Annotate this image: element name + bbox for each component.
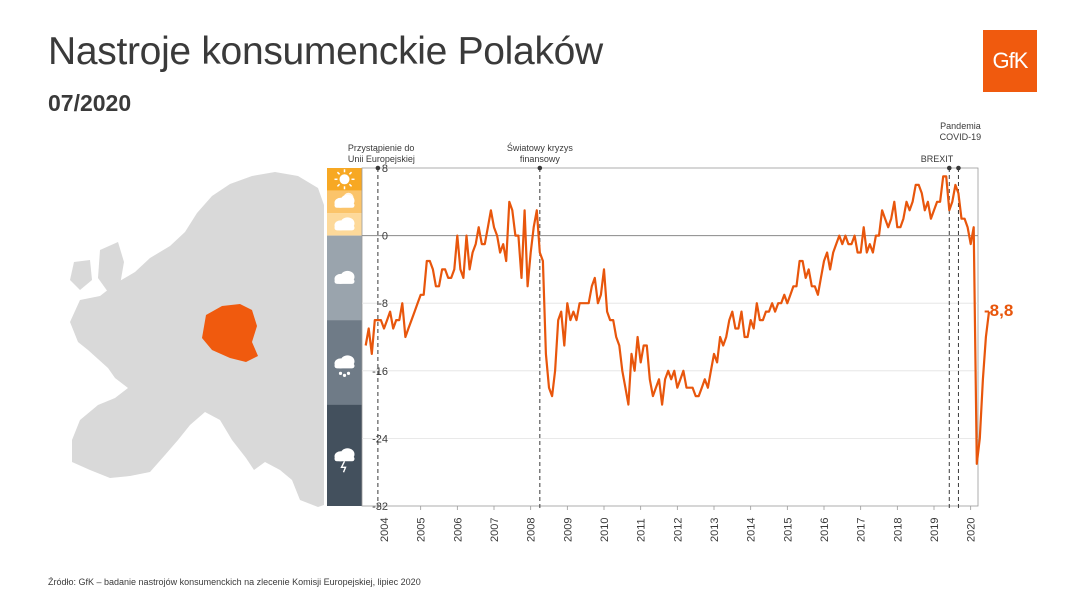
event-dot (537, 165, 543, 171)
event-label: Światowy kryzys (507, 142, 574, 153)
x-tick-label: 2008 (526, 518, 538, 542)
map-europe-landmass (70, 172, 324, 507)
event-dot (946, 165, 952, 171)
x-tick-label: 2014 (746, 518, 758, 542)
event-label: Przystąpienie do (348, 143, 415, 153)
x-axis-ticks: 2004 2005 2006 2007 2008 2009 2010 2011 2012 2013… (379, 506, 978, 542)
end-value-label: -8,8 (984, 301, 1013, 320)
x-tick-label: 2004 (379, 518, 391, 542)
x-tick-label: 2019 (929, 518, 941, 542)
y-tick-label: 8 (382, 163, 388, 175)
x-tick-label: 2009 (562, 518, 574, 542)
y-tick-label: -24 (372, 433, 388, 445)
cloud-icon (334, 270, 355, 284)
gfk-logo: GfK (983, 30, 1037, 92)
sun-icon (334, 169, 355, 190)
event-label: Unii Europejskiej (348, 154, 415, 164)
sun-cloud-icon (334, 192, 355, 208)
plot-frame (361, 167, 979, 507)
europe-map (70, 172, 324, 507)
y-tick-label: 0 (382, 231, 388, 243)
source-note: Źródło: GfK – badanie nastrojów konsumen… (48, 577, 421, 587)
x-tick-label: 2018 (892, 518, 904, 542)
map-scandinavia (200, 205, 262, 286)
x-tick-label: 2006 (452, 518, 464, 542)
event-label: Pandemia (940, 121, 981, 131)
page-title: Nastroje konsumenckie Polaków (48, 30, 603, 73)
x-tick-label: 2010 (599, 518, 611, 542)
x-tick-label: 2013 (709, 518, 721, 542)
event-label: BREXIT (921, 154, 954, 164)
event-label: finansowy (520, 154, 561, 164)
plot-area (361, 167, 979, 507)
x-tick-label: 2017 (856, 518, 868, 542)
event-dot (956, 165, 961, 171)
hail-cloud-icon (334, 355, 355, 377)
series-line-consumer-sentiment (364, 175, 991, 465)
x-tick-label: 2005 (416, 518, 428, 542)
map-british-isles (98, 242, 124, 292)
y-tick-label: -16 (372, 366, 388, 378)
event-label: COVID-19 (940, 132, 982, 142)
storm-cloud-icon (334, 448, 355, 473)
x-tick-label: 2007 (489, 518, 501, 542)
y-axis-ticks: 8 0 -8 -16 -24 -32 (372, 163, 388, 513)
x-tick-label: 2015 (782, 518, 794, 542)
x-tick-label: 2011 (636, 518, 648, 542)
x-tick-label: 2020 (966, 518, 978, 542)
map-ireland (70, 260, 92, 290)
event-dot (375, 165, 381, 171)
page-subtitle: 07/2020 (48, 90, 132, 116)
y-tick-label: -32 (372, 501, 388, 513)
x-tick-label: 2016 (819, 518, 831, 542)
map-poland (202, 304, 258, 362)
cloud-icon (334, 217, 355, 231)
sentiment-scale (327, 168, 362, 506)
y-tick-label: -8 (378, 298, 388, 310)
x-tick-label: 2012 (672, 518, 684, 542)
